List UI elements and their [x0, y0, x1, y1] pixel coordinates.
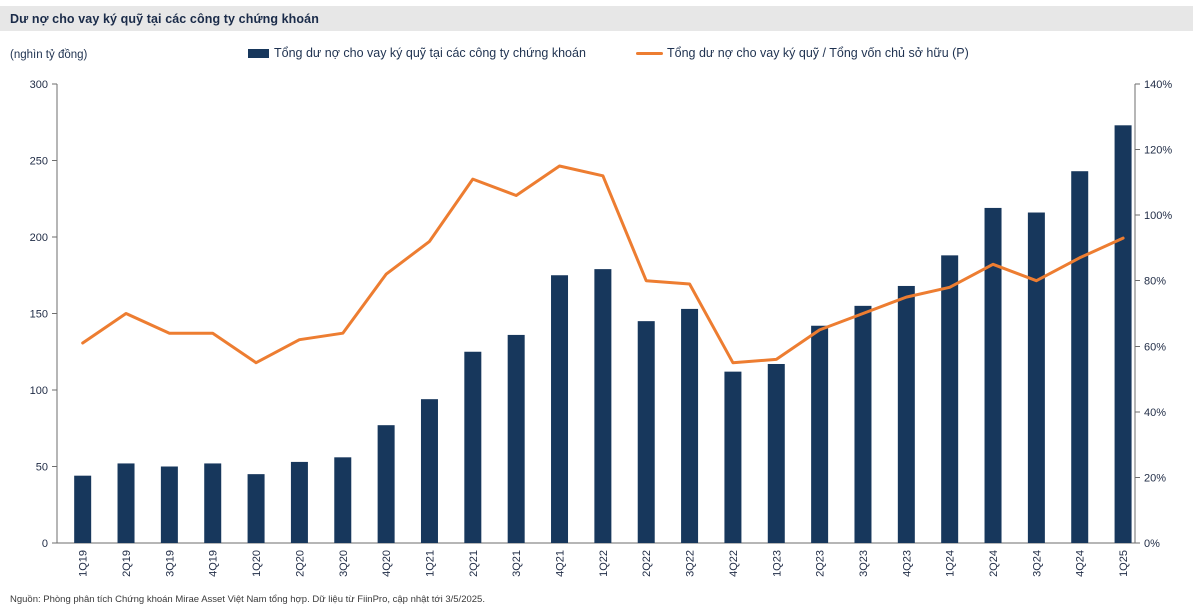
y-right-tick-label: 100%: [1144, 210, 1172, 222]
y-right-tick-label: 60%: [1144, 341, 1166, 353]
bar-4Q24: [1071, 171, 1089, 543]
legend-bars-label: Tổng dư nợ cho vay ký quỹ tại các công t…: [274, 46, 586, 60]
x-tick-label-2Q21: 2Q21: [468, 550, 480, 577]
y-left-tick-label: 0: [42, 538, 48, 550]
x-tick-label-2Q22: 2Q22: [641, 550, 653, 577]
legend-line-label: Tổng dư nợ cho vay ký quỹ / Tổng vốn chủ…: [667, 46, 969, 60]
bar-1Q23: [767, 363, 785, 543]
y-left-tick-label: 200: [30, 232, 48, 244]
bar-4Q20: [377, 425, 395, 543]
bar-4Q21: [551, 275, 569, 543]
bar-3Q20: [334, 457, 352, 543]
x-tick-label-3Q19: 3Q19: [164, 550, 176, 577]
y-left-tick-label: 300: [30, 79, 48, 91]
left-axis-unit-label: (nghìn tỷ đồng): [10, 49, 88, 61]
x-tick-label-1Q23: 1Q23: [771, 550, 783, 577]
y-right-tick-label: 80%: [1144, 276, 1166, 288]
y-right-tick-label: 20%: [1144, 472, 1166, 484]
x-tick-label-4Q22: 4Q22: [728, 550, 740, 577]
bar-2Q23: [811, 325, 829, 543]
y-left-tick-label: 50: [36, 462, 48, 474]
bar-1Q20: [247, 474, 265, 543]
x-tick-label-1Q20: 1Q20: [251, 550, 263, 577]
bar-2Q22: [637, 321, 655, 543]
x-tick-label-1Q19: 1Q19: [78, 550, 90, 577]
x-tick-label-1Q22: 1Q22: [598, 550, 610, 577]
x-tick-label-1Q24: 1Q24: [945, 550, 957, 577]
x-tick-label-4Q21: 4Q21: [555, 550, 567, 577]
bar-4Q19: [204, 463, 222, 543]
bar-3Q19: [160, 466, 178, 543]
legend-item-line: Tổng dư nợ cho vay ký quỹ / Tổng vốn chủ…: [636, 46, 969, 60]
x-tick-label-4Q24: 4Q24: [1075, 550, 1087, 577]
ratio-line: [81, 164, 1125, 365]
x-tick-label-2Q24: 2Q24: [988, 550, 1000, 577]
chart-title-band: Dư nợ cho vay ký quỹ tại các công ty chứ…: [0, 6, 1193, 31]
x-tick-label-1Q25: 1Q25: [1118, 550, 1130, 577]
bar-1Q21: [420, 399, 438, 543]
bar-4Q23: [897, 285, 915, 543]
x-tick-label-4Q20: 4Q20: [381, 550, 393, 577]
line-series-swatch-icon: [636, 51, 663, 55]
x-tick-label-2Q19: 2Q19: [121, 550, 133, 577]
bar-2Q20: [290, 461, 308, 543]
source-note: Nguồn: Phòng phân tích Chứng khoán Mirae…: [10, 594, 485, 605]
y-right-tick-label: 0%: [1144, 538, 1160, 550]
bar-3Q24: [1027, 212, 1045, 543]
x-tick-label-4Q19: 4Q19: [208, 550, 220, 577]
bar-1Q25: [1114, 125, 1132, 543]
chart-title: Dư nợ cho vay ký quỹ tại các công ty chứ…: [10, 11, 319, 26]
y-right-tick-label: 140%: [1144, 79, 1172, 91]
y-right-tick-label: 120%: [1144, 145, 1172, 157]
y-left-tick-label: 250: [30, 156, 48, 168]
bar-2Q24: [984, 207, 1002, 543]
x-tick-label-2Q23: 2Q23: [815, 550, 827, 577]
bar-4Q22: [724, 371, 742, 543]
bar-3Q23: [854, 305, 872, 543]
x-tick-label-4Q23: 4Q23: [901, 550, 913, 577]
x-tick-label-3Q20: 3Q20: [338, 550, 350, 577]
bar-2Q21: [464, 351, 482, 543]
x-tick-label-3Q22: 3Q22: [685, 550, 697, 577]
bar-1Q19: [74, 475, 92, 543]
bar-1Q22: [594, 269, 612, 543]
legend-item-bars: Tổng dư nợ cho vay ký quỹ tại các công t…: [248, 46, 586, 60]
x-tick-label-3Q21: 3Q21: [511, 550, 523, 577]
bar-3Q21: [507, 334, 525, 543]
bar-3Q22: [681, 308, 699, 543]
bar-series-swatch-icon: [248, 48, 269, 58]
combo-chart: 0 50 100 150 200 250 300 0% 20% 40% 60% 80% 100% 120%…: [30, 79, 1173, 577]
y-left-tick-label: 100: [30, 385, 48, 397]
x-tick-label-2Q20: 2Q20: [294, 550, 306, 577]
y-right-tick-label: 40%: [1144, 407, 1166, 419]
bar-2Q19: [117, 463, 135, 543]
y-left-tick-label: 150: [30, 309, 48, 321]
x-tick-label-3Q24: 3Q24: [1031, 550, 1043, 577]
bar-1Q24: [941, 255, 959, 544]
x-tick-label-3Q23: 3Q23: [858, 550, 870, 577]
x-tick-label-1Q21: 1Q21: [424, 550, 436, 577]
